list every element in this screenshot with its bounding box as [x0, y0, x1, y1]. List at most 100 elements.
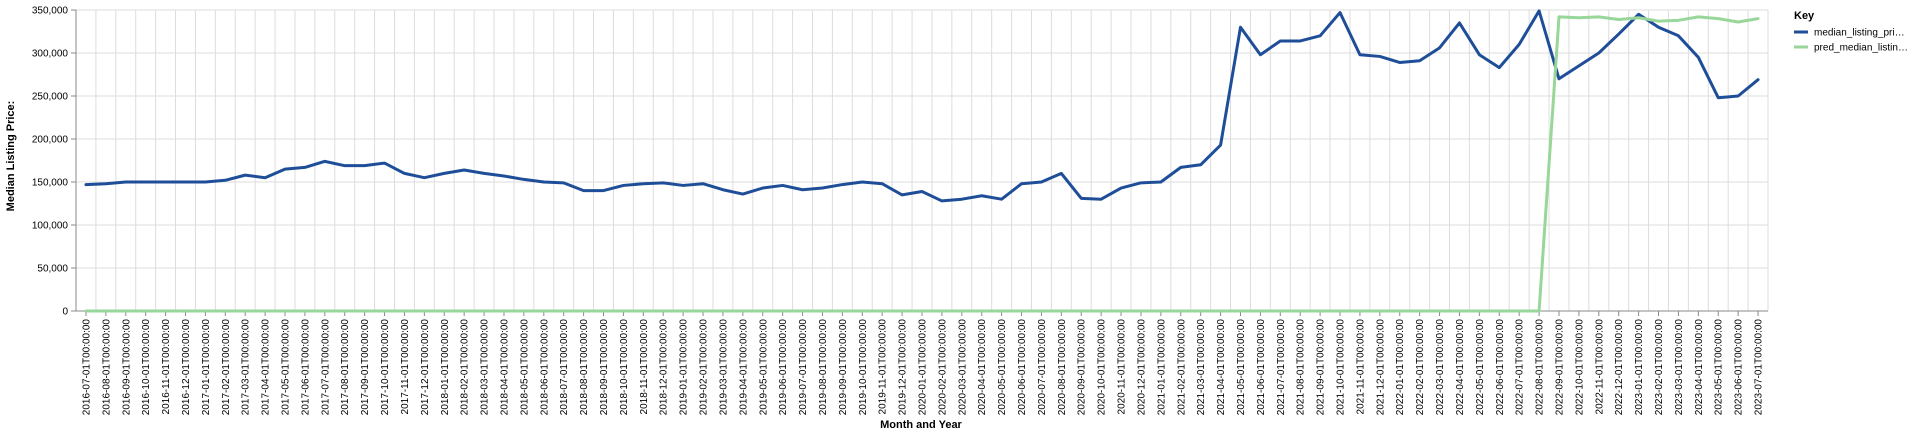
x-tick-label: 2017-09-01T00:00:00: [360, 319, 371, 416]
x-tick-label: 2017-03-01T00:00:00: [241, 319, 252, 416]
y-tick-label: 300,000: [32, 49, 69, 60]
x-tick-label: 2018-08-01T00:00:00: [579, 319, 590, 416]
x-tick-label: 2023-06-01T00:00:00: [1734, 319, 1745, 416]
x-tick-label: 2018-09-01T00:00:00: [599, 319, 610, 416]
x-tick-label: 2016-09-01T00:00:00: [121, 319, 132, 416]
x-tick-label: 2023-03-01T00:00:00: [1674, 319, 1685, 416]
x-tick-label: 2018-06-01T00:00:00: [539, 319, 550, 416]
grid: [75, 9, 1769, 312]
x-tick-label: 2022-06-01T00:00:00: [1495, 319, 1506, 416]
x-tick-label: 2022-11-01T00:00:00: [1594, 319, 1605, 415]
x-tick-label: 2022-12-01T00:00:00: [1614, 319, 1625, 416]
x-tick-label: 2022-09-01T00:00:00: [1554, 319, 1565, 416]
x-tick-label: 2021-09-01T00:00:00: [1316, 319, 1327, 416]
y-tick-label: 100,000: [32, 221, 69, 232]
x-tick-label: 2020-01-01T00:00:00: [918, 319, 929, 416]
x-tick-label: 2021-02-01T00:00:00: [1176, 319, 1187, 416]
x-tick-label: 2021-07-01T00:00:00: [1276, 319, 1287, 416]
x-tick-label: 2022-10-01T00:00:00: [1574, 319, 1585, 416]
x-tick-label: 2017-04-01T00:00:00: [261, 319, 272, 416]
x-tick-label: 2016-08-01T00:00:00: [101, 319, 112, 416]
x-tick-label: 2021-08-01T00:00:00: [1296, 319, 1307, 416]
y-axis-title: Median Listing Price:: [5, 101, 17, 212]
x-tick-label: 2016-11-01T00:00:00: [161, 319, 172, 415]
y-tick-label: 350,000: [32, 6, 69, 17]
x-tick-label: 2021-11-01T00:00:00: [1355, 319, 1366, 415]
x-axis-title: Month and Year: [880, 419, 962, 431]
legend: Key median_listing_pri… pred_median_listi…: [1794, 10, 1908, 54]
x-tick-label: 2017-07-01T00:00:00: [320, 319, 331, 416]
legend-title: Key: [1794, 10, 1815, 22]
y-tick-label: 0: [62, 307, 68, 318]
x-tick-label: 2022-08-01T00:00:00: [1535, 319, 1546, 416]
x-tick-label: 2017-10-01T00:00:00: [380, 319, 391, 416]
x-tick-label: 2021-06-01T00:00:00: [1256, 319, 1267, 416]
x-tick-label: 2017-12-01T00:00:00: [420, 319, 431, 416]
x-tick-label: 2018-12-01T00:00:00: [659, 319, 670, 416]
x-tick-label: 2022-02-01T00:00:00: [1415, 319, 1426, 416]
legend-label: pred_median_listin…: [1814, 43, 1908, 54]
x-tick-label: 2023-02-01T00:00:00: [1654, 319, 1665, 416]
x-tick-label: 2020-06-01T00:00:00: [1017, 319, 1028, 416]
x-tick-label: 2023-05-01T00:00:00: [1714, 319, 1725, 416]
x-tick-label: 2023-04-01T00:00:00: [1694, 319, 1705, 416]
x-tick-label: 2016-12-01T00:00:00: [181, 319, 192, 416]
x-tick-label: 2020-05-01T00:00:00: [997, 319, 1008, 416]
x-tick-label: 2019-07-01T00:00:00: [798, 319, 809, 416]
y-tick-label: 250,000: [32, 92, 69, 103]
x-tick-label: 2018-05-01T00:00:00: [519, 319, 530, 416]
x-tick-label: 2021-03-01T00:00:00: [1196, 319, 1207, 416]
x-tick-label: 2020-12-01T00:00:00: [1136, 319, 1147, 416]
x-tick-label: 2018-07-01T00:00:00: [559, 319, 570, 416]
y-tick-label: 50,000: [37, 264, 68, 275]
x-tick-label: 2022-03-01T00:00:00: [1435, 319, 1446, 416]
x-tick-label: 2018-03-01T00:00:00: [480, 319, 491, 416]
x-tick-label: 2018-11-01T00:00:00: [639, 319, 650, 415]
x-tick-label: 2019-06-01T00:00:00: [778, 319, 789, 416]
legend-label: median_listing_pri…: [1814, 28, 1905, 39]
x-tick-label: 2020-10-01T00:00:00: [1097, 319, 1108, 416]
x-tick-label: 2019-01-01T00:00:00: [679, 319, 690, 416]
y-tick-label: 150,000: [32, 178, 69, 189]
x-tick-label: 2019-02-01T00:00:00: [699, 319, 710, 416]
x-tick-label: 2022-07-01T00:00:00: [1515, 319, 1526, 416]
x-tick-label: 2020-02-01T00:00:00: [937, 319, 948, 416]
x-tick-label: 2022-01-01T00:00:00: [1395, 319, 1406, 416]
x-tick-label: 2021-04-01T00:00:00: [1216, 319, 1227, 416]
x-tick-label: 2019-08-01T00:00:00: [818, 319, 829, 416]
x-tick-label: 2017-05-01T00:00:00: [281, 319, 292, 416]
x-tick-label: 2019-10-01T00:00:00: [858, 319, 869, 416]
x-tick-label: 2017-01-01T00:00:00: [201, 319, 212, 416]
x-tick-label: 2019-11-01T00:00:00: [878, 319, 889, 415]
x-tick-label: 2021-12-01T00:00:00: [1375, 319, 1386, 416]
series-line-0: [84, 9, 1760, 203]
x-tick-label: 2018-04-01T00:00:00: [499, 319, 510, 416]
x-tick-label: 2022-05-01T00:00:00: [1475, 319, 1486, 416]
x-tick-label: 2017-08-01T00:00:00: [340, 319, 351, 416]
x-tick-label: 2021-05-01T00:00:00: [1236, 319, 1247, 416]
x-tick-label: 2020-08-01T00:00:00: [1057, 319, 1068, 416]
x-tick-label: 2019-09-01T00:00:00: [838, 319, 849, 416]
x-tick-label: 2016-07-01T00:00:00: [81, 319, 92, 416]
x-tick-label: 2019-05-01T00:00:00: [758, 319, 769, 416]
x-tick-label: 2016-10-01T00:00:00: [141, 319, 152, 416]
y-tick-label: 200,000: [32, 135, 69, 146]
series-lines: [84, 9, 1760, 313]
x-tick-label: 2023-07-01T00:00:00: [1754, 319, 1765, 416]
x-tick-label: 2018-02-01T00:00:00: [460, 319, 471, 416]
x-tick-label: 2018-10-01T00:00:00: [619, 319, 630, 416]
x-tick-label: 2017-06-01T00:00:00: [300, 319, 311, 416]
x-tick-label: 2019-12-01T00:00:00: [898, 319, 909, 416]
x-tick-label: 2018-01-01T00:00:00: [440, 319, 451, 416]
x-tick-label: 2021-10-01T00:00:00: [1336, 319, 1347, 416]
x-tick-label: 2020-03-01T00:00:00: [957, 319, 968, 416]
x-tick-label: 2020-11-01T00:00:00: [1117, 319, 1128, 415]
x-tick-label: 2022-04-01T00:00:00: [1455, 319, 1466, 416]
series-line-1: [84, 15, 1760, 313]
x-tick-label: 2017-11-01T00:00:00: [400, 319, 411, 415]
x-tick-label: 2021-01-01T00:00:00: [1156, 319, 1167, 416]
x-tick-label: 2020-04-01T00:00:00: [977, 319, 988, 416]
axes: 0 50,000 100,000 150,000 200,000 250,000 300,0…: [32, 6, 1768, 416]
